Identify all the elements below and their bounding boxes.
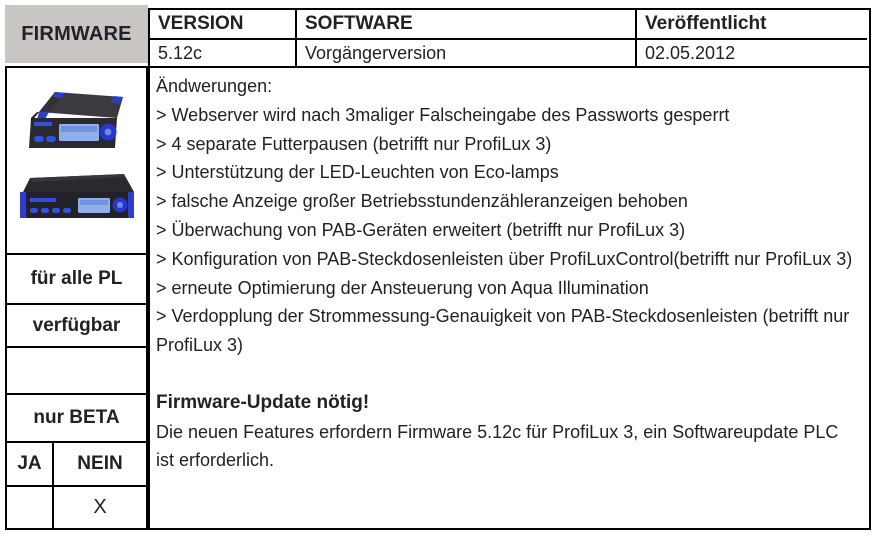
change-item: > Verdopplung der Strommessung-Genauigke… xyxy=(156,306,850,356)
yes-value xyxy=(7,487,52,528)
column-header-version: VERSION xyxy=(158,13,244,34)
sidebar-cell-beta-only: nur BETA xyxy=(7,393,146,441)
no-value: X xyxy=(52,487,146,528)
update-note-title: Firmware-Update nötig! xyxy=(156,391,370,413)
sidebar-column: für alle PL verfügbar nur BETA JA NEIN X xyxy=(5,66,148,530)
yes-no-header-row: JA NEIN xyxy=(7,441,146,485)
sidebar-cell-for-all-pl: für alle PL xyxy=(7,253,146,303)
update-note-body: Die neuen Features erfordern Firmware 5.… xyxy=(156,421,839,471)
blank-line xyxy=(156,360,861,389)
changes-title: Ändwerungen: xyxy=(156,76,273,96)
yes-header: JA xyxy=(17,453,42,474)
column-header-published: Veröffentlicht xyxy=(635,10,867,38)
change-item: > Überwachung von PAB-Geräten erweitert … xyxy=(156,219,686,240)
software-value: Vorgängerversion xyxy=(295,38,635,66)
device-images-cell xyxy=(7,68,146,253)
change-item: > erneute Optimierung der Ansteuerung vo… xyxy=(156,277,649,298)
no-header: NEIN xyxy=(52,443,146,485)
sidebar-cell-empty xyxy=(7,346,146,393)
change-item: > Webserver wird nach 3maliger Falschein… xyxy=(156,104,730,125)
version-value: 5.12c xyxy=(150,38,295,66)
change-item: > Konfiguration von PAB-Steckdosenleiste… xyxy=(156,248,853,269)
published-date-value: 02.05.2012 xyxy=(635,38,867,66)
profilux-2-device-image xyxy=(19,174,134,218)
change-item: > 4 separate Futterpausen (betrifft nur … xyxy=(156,133,552,154)
sidebar-cell-available: verfügbar xyxy=(7,303,146,346)
profilux-3-device-image xyxy=(28,92,123,148)
yes-no-value-row: X xyxy=(7,485,146,528)
firmware-header-cell: FIRMWARE xyxy=(5,5,148,63)
change-item: > Unterstützung der LED-Leuchten von Eco… xyxy=(156,162,559,183)
column-header-software: SOFTWARE xyxy=(295,10,635,38)
version-info-table: VERSION SOFTWARE Veröffentlicht 5.12c Vo… xyxy=(148,8,871,68)
changes-cell: Ändwerungen: > Webserver wird nach 3mali… xyxy=(148,66,871,530)
change-item: > falsche Anzeige großer Betriebsstunden… xyxy=(156,191,688,212)
